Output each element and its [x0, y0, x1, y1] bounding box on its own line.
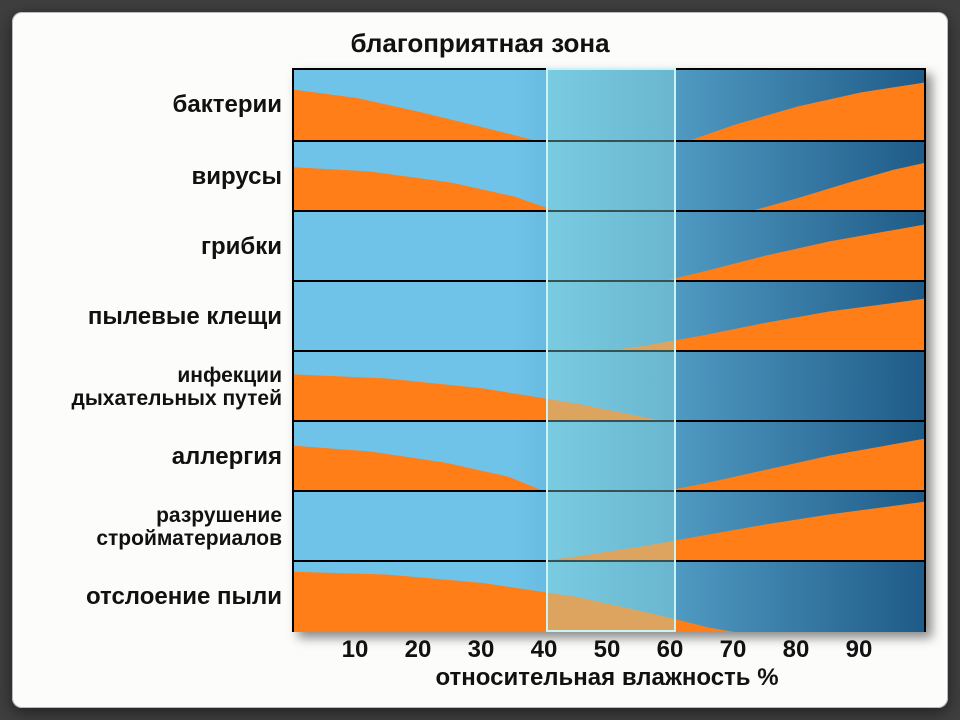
- x-tick: 70: [720, 636, 747, 664]
- x-tick: 90: [846, 636, 873, 664]
- chart-row: аллергия: [294, 420, 924, 492]
- area-shape: [533, 502, 924, 562]
- row-series: [294, 352, 924, 422]
- area-shape: [294, 572, 735, 632]
- area-shape: [294, 167, 559, 212]
- row-series: [294, 142, 924, 212]
- area-shape: [294, 90, 533, 140]
- area-shape: [596, 299, 924, 352]
- chart-title: благоприятная зона: [12, 28, 948, 59]
- chart-row: разрушение стройматериалов: [294, 490, 924, 562]
- chart-row: вирусы: [294, 140, 924, 212]
- row-series: [294, 70, 924, 140]
- row-label: вирусы: [16, 164, 294, 190]
- chart-row: бактерии: [294, 70, 924, 140]
- area-shape: [691, 83, 924, 140]
- x-tick: 50: [594, 636, 621, 664]
- area-shape: [294, 446, 546, 492]
- chart-row: отслоение пыли: [294, 560, 924, 632]
- row-label: аллергия: [16, 444, 294, 470]
- x-tick: 40: [531, 636, 558, 664]
- row-label: инфекции дыхательных путей: [16, 364, 294, 410]
- x-tick: 30: [468, 636, 495, 664]
- row-series: [294, 422, 924, 492]
- row-label: пылевые клещи: [16, 304, 294, 330]
- x-axis-label: относительная влажность %: [292, 664, 922, 692]
- plot-area: бактериивирусыгрибкипылевые клещиинфекци…: [292, 68, 926, 632]
- chart-row: грибки: [294, 210, 924, 282]
- row-series: [294, 562, 924, 632]
- x-tick: 10: [342, 636, 369, 664]
- row-label: бактерии: [16, 92, 294, 118]
- x-ticks: 10 20 30 40 50 60 70 80 90: [292, 632, 922, 662]
- chart-row: пылевые клещи: [294, 280, 924, 352]
- area-shape: [659, 225, 924, 282]
- area-shape: [748, 163, 924, 212]
- row-label: разрушение стройматериалов: [16, 504, 294, 550]
- chart-row: инфекции дыхательных путей: [294, 350, 924, 422]
- x-tick: 60: [657, 636, 684, 664]
- row-label: грибки: [16, 234, 294, 260]
- area-shape: [294, 374, 672, 422]
- x-tick: 20: [405, 636, 432, 664]
- row-label: отслоение пыли: [16, 584, 294, 610]
- chart-frame: благоприятная зона бактериивирусыгрибкип…: [12, 12, 948, 708]
- x-tick: 80: [783, 636, 810, 664]
- area-shape: [659, 439, 924, 492]
- row-series: [294, 492, 924, 562]
- row-series: [294, 282, 924, 352]
- row-series: [294, 212, 924, 282]
